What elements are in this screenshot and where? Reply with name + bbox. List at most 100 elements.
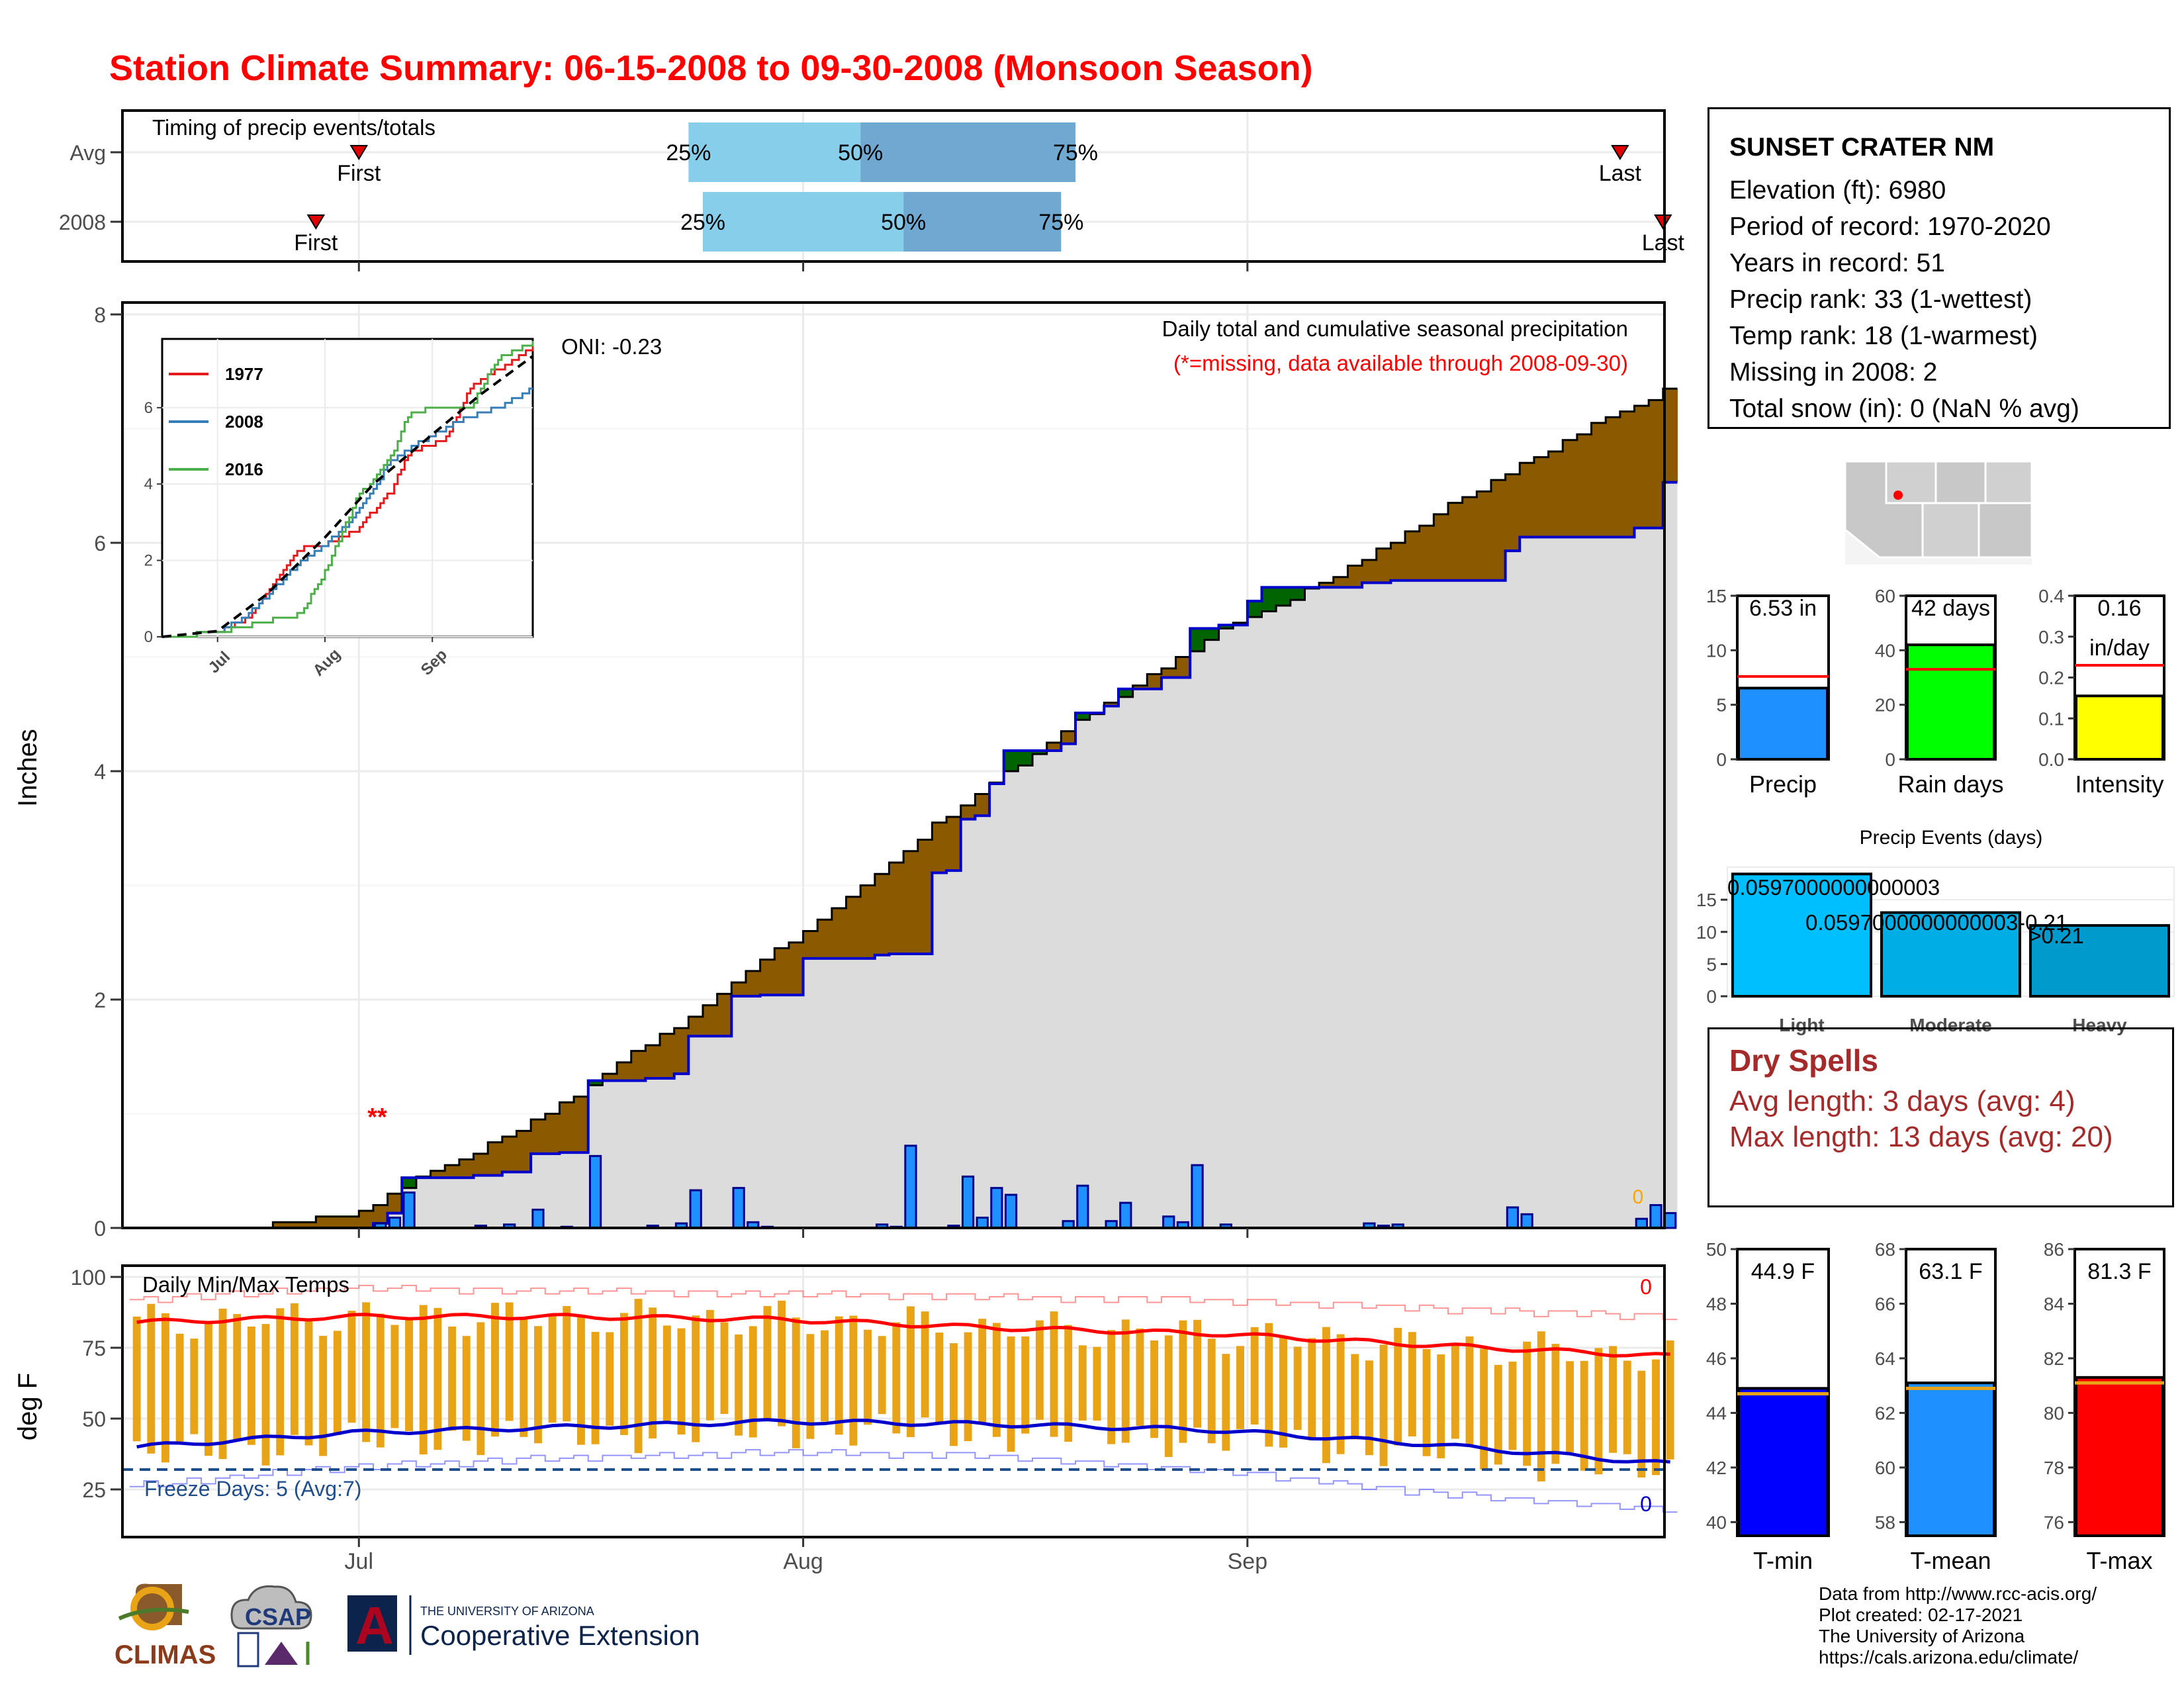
daily-precip-bar xyxy=(1076,1184,1089,1229)
summary-value-unit: in/day xyxy=(2089,635,2150,661)
daily-temp-range-bar xyxy=(1136,1328,1144,1426)
below-average-band xyxy=(932,822,947,873)
daily-temp-range-bar xyxy=(1222,1354,1230,1451)
daily-temp-range-bar xyxy=(1279,1336,1287,1448)
university-of-arizona-logo: A THE UNIVERSITY OF ARIZONA Cooperative … xyxy=(347,1595,700,1655)
below-average-band xyxy=(1419,526,1434,581)
daily-temp-range-bar xyxy=(1437,1354,1445,1459)
temp-summary-y-tick-label: 82 xyxy=(2044,1348,2064,1369)
above-average-band xyxy=(1247,600,1263,618)
daily-temp-range-bar xyxy=(462,1336,471,1441)
daily-temp-range-bar xyxy=(606,1332,614,1426)
below-average-band xyxy=(273,1222,288,1228)
above-average-band xyxy=(402,1178,417,1188)
daily-temp-range-bar xyxy=(190,1338,199,1434)
station-period: Period of record: 1970-2020 xyxy=(1729,212,2051,241)
event-category-label: Heavy xyxy=(2072,1015,2127,1035)
station-temp-rank: Temp rank: 18 (1-warmest) xyxy=(1729,322,2038,350)
daily-temp-range-bar xyxy=(964,1332,972,1442)
below-average-band xyxy=(1490,480,1506,581)
daily-temp-range-bar xyxy=(1537,1331,1545,1481)
daily-temp-range-bar xyxy=(949,1343,958,1446)
below-average-band xyxy=(1161,668,1177,678)
map-state xyxy=(1921,502,1980,559)
below-average-band xyxy=(803,931,818,959)
precip-description: Daily total and cumulative seasonal prec… xyxy=(1162,316,1628,341)
summary-y-tick-label: 0.1 xyxy=(2038,708,2064,729)
timing-p75-label: 75% xyxy=(1038,210,1083,235)
temp-y-tick-label: 75 xyxy=(82,1336,106,1360)
summary-y-tick-label: 0 xyxy=(1716,749,1727,770)
event-category-label: Light xyxy=(1779,1015,1824,1035)
below-average-band xyxy=(1448,502,1463,581)
below-average-band xyxy=(717,994,732,1037)
below-average-band xyxy=(1462,497,1477,581)
temp-summary-value: 44.9 F xyxy=(1751,1259,1815,1284)
below-average-band xyxy=(1477,491,1492,581)
daily-temp-range-bar xyxy=(1078,1345,1087,1421)
timing-first-label: First xyxy=(294,230,338,256)
daily-temp-range-bar xyxy=(634,1299,643,1454)
daily-temp-range-bar xyxy=(792,1317,800,1448)
below-average-band xyxy=(516,1131,531,1172)
temp-summary-y-tick-label: 78 xyxy=(2044,1458,2064,1478)
below-average-band xyxy=(1606,417,1621,538)
below-average-band xyxy=(1319,583,1334,588)
daily-temp-range-bar xyxy=(1164,1335,1173,1457)
below-average-band xyxy=(960,805,976,820)
daily-temp-range-bar xyxy=(1594,1348,1603,1475)
summary-y-tick-label: 0.0 xyxy=(2038,749,2064,770)
summary-bar-label: Intensity xyxy=(2075,771,2163,798)
timing-q25-q50-bar xyxy=(688,122,861,182)
daily-precip-bar xyxy=(976,1216,989,1229)
inset-y-tick-label: 4 xyxy=(144,475,153,493)
daily-temp-range-bar xyxy=(1666,1340,1674,1460)
daily-precip-bar xyxy=(1191,1164,1204,1229)
precip-end-count: 0 xyxy=(1633,1186,1644,1208)
logo-strip: CLIMAS CSAP A THE UNIVERSITY OF ARIZONA … xyxy=(114,1583,700,1669)
below-average-band xyxy=(660,1033,675,1079)
summary-bar-label: Precip xyxy=(1749,771,1817,798)
temp-y-tick-label: 25 xyxy=(82,1478,106,1502)
below-average-band xyxy=(946,817,962,871)
map-state xyxy=(1984,460,2033,504)
map-state xyxy=(1934,460,1987,504)
credits: Data from http://www.rcc-acis.org/ Plot … xyxy=(1819,1583,2097,1668)
daily-precip-bar xyxy=(588,1154,602,1229)
daily-temp-range-bar xyxy=(491,1303,499,1437)
ua-name: THE UNIVERSITY OF ARIZONA xyxy=(420,1605,594,1618)
temp-summary-y-tick-label: 50 xyxy=(1706,1239,1727,1260)
timing-title: Timing of precip events/totals xyxy=(152,115,435,140)
timing-last-marker xyxy=(1654,214,1672,230)
temp-summary-y-tick-label: 80 xyxy=(2044,1403,2064,1423)
daily-temp-range-bar xyxy=(1035,1320,1044,1420)
temp-y-axis-label: deg F xyxy=(13,1373,42,1440)
daily-temp-range-bar xyxy=(1322,1327,1330,1464)
below-average-band xyxy=(574,1096,589,1153)
daily-temp-range-bar xyxy=(505,1302,514,1421)
daily-temp-range-bar xyxy=(806,1334,815,1439)
below-average-band xyxy=(1046,742,1062,751)
summary-y-tick-label: 15 xyxy=(1706,586,1727,606)
daily-temp-range-bar xyxy=(563,1305,571,1422)
temp-summary-y-tick-label: 86 xyxy=(2044,1239,2064,1260)
avg-min-temp-line xyxy=(136,1418,1670,1464)
above-average-band xyxy=(1032,750,1048,755)
inset-series-1977 xyxy=(162,346,534,638)
timing-first-marker xyxy=(349,145,369,160)
daily-temp-range-bar xyxy=(1508,1361,1517,1450)
temp-summary-value: 81.3 F xyxy=(2087,1259,2151,1284)
inset-legend-label: 2016 xyxy=(225,459,263,479)
daily-temp-range-bar xyxy=(921,1311,929,1418)
timing-p50-label: 50% xyxy=(838,140,883,165)
below-average-band xyxy=(1505,474,1520,551)
daily-temp-range-bar xyxy=(1566,1361,1574,1453)
summary-y-tick-label: 40 xyxy=(1875,640,1895,661)
daily-temp-range-bar xyxy=(1394,1327,1402,1446)
below-average-band xyxy=(1634,406,1649,528)
summary-y-tick-label: 10 xyxy=(1706,640,1727,661)
below-average-band xyxy=(745,970,761,996)
below-average-band xyxy=(316,1216,331,1228)
csap-logo: CSAP xyxy=(230,1585,312,1667)
